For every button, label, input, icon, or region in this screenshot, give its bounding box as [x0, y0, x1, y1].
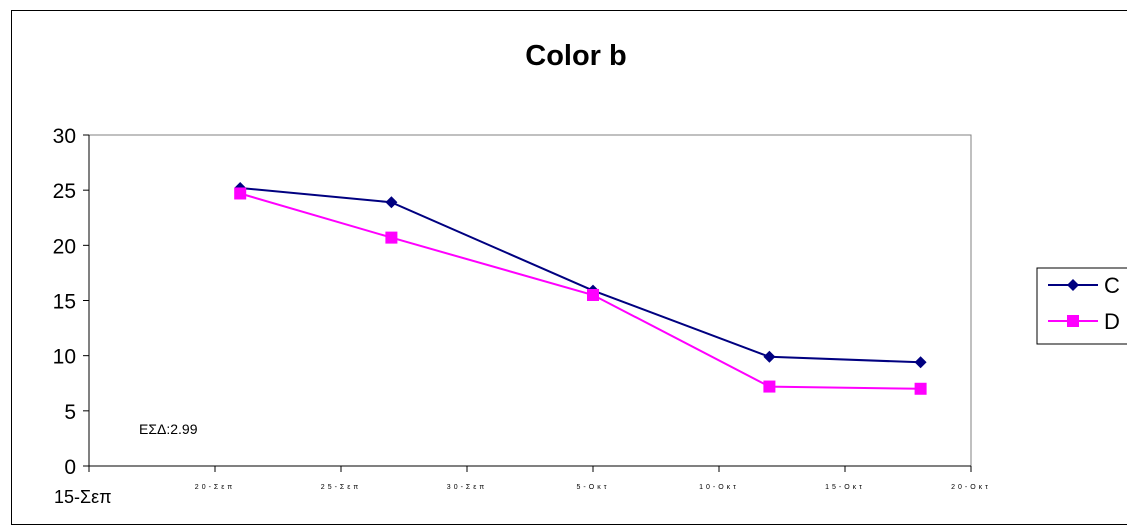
legend: CD	[1036, 267, 1127, 345]
y-tick-label: 25	[53, 180, 76, 203]
x-tick-label: 20-Σεπ	[195, 484, 235, 491]
series-group	[234, 181, 927, 395]
x-tick-label: 5-Οκτ	[577, 484, 610, 491]
x-tick-label: 20-Οκτ	[951, 484, 991, 491]
y-tick-label: 10	[53, 346, 76, 369]
legend-marker-C	[1067, 279, 1079, 291]
data-point-D	[587, 288, 599, 301]
x-tick-group: 15-Σεπ 20-Σεπ 25-Σεπ 30-Σεπ 5-Οκτ 10-Οκτ 15-Οκ…	[54, 466, 991, 507]
legend-box	[1036, 267, 1127, 345]
data-point-C	[914, 356, 927, 369]
y-tick-label: 30	[53, 125, 76, 148]
y-tick-label: 5	[64, 401, 76, 424]
x-tick-label: 15-Οκτ	[825, 484, 865, 491]
x-tick-label: 25-Σεπ	[321, 484, 361, 491]
y-tick-label: 15	[53, 291, 76, 314]
chart-title: Color b	[525, 40, 627, 72]
x-tick-label: 30-Σεπ	[447, 484, 487, 491]
y-tick-label: 0	[64, 456, 76, 479]
y-tick-label: 20	[53, 235, 76, 258]
legend-label-D: D	[1104, 309, 1120, 334]
y-tick-group: 0 5 10 15 20 25 30	[53, 125, 89, 479]
legend-marker-D	[1067, 315, 1079, 327]
data-point-D	[385, 231, 398, 244]
plot-area	[88, 134, 972, 467]
legend-label-C: C	[1104, 273, 1120, 298]
annotation-text: ΕΣΔ:2.99	[139, 421, 198, 437]
data-point-C	[763, 350, 776, 363]
data-point-C	[385, 196, 398, 209]
data-point-D	[763, 380, 776, 393]
x-tick-label: 15-Σεπ	[54, 487, 112, 507]
data-point-D	[234, 187, 247, 200]
data-point-D	[914, 382, 927, 395]
x-tick-label: 10-Οκτ	[699, 484, 739, 491]
